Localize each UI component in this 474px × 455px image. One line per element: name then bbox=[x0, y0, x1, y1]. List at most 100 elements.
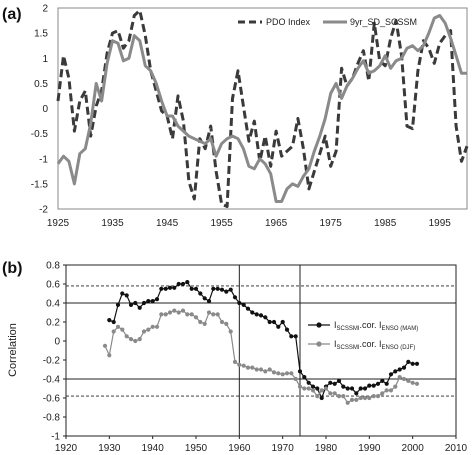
legend-djf-sub2: ENSO (DJF) bbox=[382, 345, 416, 351]
correlation-djf-point bbox=[323, 386, 329, 391]
correlation-djf-point bbox=[237, 362, 242, 367]
correlation-djf-point bbox=[219, 319, 225, 325]
correlation-mam-point bbox=[228, 287, 233, 292]
correlation-mam-point bbox=[410, 361, 415, 366]
correlation-djf-point bbox=[254, 367, 259, 372]
panel-b-y-tick-label: -0.6 bbox=[43, 394, 61, 405]
correlation-mam-point bbox=[250, 310, 255, 315]
correlation-mam-point bbox=[349, 386, 355, 391]
correlation-mam-point bbox=[306, 380, 311, 385]
correlation-djf-point bbox=[224, 321, 229, 326]
correlation-mam-point bbox=[328, 380, 333, 385]
correlation-mam-point bbox=[154, 297, 160, 302]
panel-b-y-tick-label: 0.4 bbox=[46, 299, 60, 310]
correlation-djf-point bbox=[102, 343, 108, 348]
panel-b-y-tick-label: -0.4 bbox=[43, 375, 61, 386]
correlation-mam-point bbox=[211, 286, 216, 291]
correlation-djf-point bbox=[202, 321, 207, 326]
legend-djf-i: I bbox=[334, 339, 337, 349]
panel-b-y-tick-label: 0.6 bbox=[46, 280, 60, 291]
correlation-mam-point bbox=[120, 291, 125, 296]
panel-a-y-tick-label: 0 bbox=[42, 104, 48, 115]
panel-b: (b) Correlation -1 -0.8 -0.6 -0.4 -0.2 0 0.2 0.… bbox=[2, 260, 468, 454]
correlation-mam-point bbox=[206, 299, 212, 304]
panel-b-y-ticks: -1 -0.8 -0.6 -0.4 -0.2 0 0.2 0.4 0.6 0.8 bbox=[43, 261, 66, 443]
panel-a-y-tick-label: -0.5 bbox=[31, 129, 49, 140]
panel-a-x-tick-label: 1995 bbox=[429, 218, 452, 229]
panel-b-series bbox=[102, 280, 420, 405]
correlation-djf-point bbox=[362, 395, 368, 401]
correlation-djf-point bbox=[258, 367, 264, 372]
correlation-mam-point bbox=[115, 302, 121, 307]
correlation-mam-point bbox=[241, 302, 246, 307]
correlation-mam-point bbox=[384, 381, 389, 386]
panel-b-y-tick-label: -0.8 bbox=[43, 413, 61, 424]
correlation-mam-point bbox=[388, 372, 394, 377]
correlation-djf-point bbox=[146, 327, 151, 332]
correlation-mam-point bbox=[302, 375, 307, 380]
panel-b-y-tick-label: -1 bbox=[51, 432, 60, 443]
panel-b-x-tick-label: 1960 bbox=[228, 443, 251, 454]
correlation-djf-point bbox=[293, 376, 298, 382]
correlation-djf-point bbox=[228, 329, 233, 334]
correlation-djf-point bbox=[410, 380, 415, 385]
panel-b-x-tick-label: 1930 bbox=[98, 443, 121, 454]
panel-a-y-tick-label: 2 bbox=[42, 4, 48, 15]
correlation-djf-point bbox=[115, 324, 121, 329]
correlation-mam-point bbox=[215, 286, 220, 291]
correlation-djf-point bbox=[397, 375, 402, 380]
panel-a-y-tick-label: 0.5 bbox=[34, 79, 48, 90]
correlation-djf-point bbox=[289, 371, 294, 376]
pdo-index-line bbox=[56, 9, 469, 208]
panel-b-plot-frame bbox=[65, 264, 457, 437]
correlation-djf-point bbox=[193, 315, 199, 320]
correlation-mam-point bbox=[172, 285, 177, 290]
correlation-mam-point bbox=[150, 299, 155, 304]
panel-a-plot-frame bbox=[57, 7, 468, 210]
correlation-djf-point bbox=[150, 324, 155, 329]
correlation-djf-point bbox=[180, 308, 186, 313]
panel-b-x-tick-label: 1950 bbox=[185, 443, 208, 454]
correlation-mam-point bbox=[237, 300, 242, 306]
correlation-djf-point bbox=[172, 308, 177, 313]
correlation-djf-point bbox=[393, 384, 398, 389]
correlation-mam-point bbox=[224, 289, 229, 294]
correlation-mam-point bbox=[146, 299, 151, 304]
correlation-mam-point bbox=[358, 386, 363, 391]
correlation-mam-point bbox=[332, 381, 337, 386]
correlation-djf-point bbox=[367, 395, 372, 401]
panel-a-x-tick-label: 1945 bbox=[156, 218, 179, 229]
correlation-mam-point bbox=[401, 365, 407, 370]
correlation-djf-point bbox=[128, 337, 134, 342]
correlation-mam-point bbox=[107, 318, 112, 323]
panel-b-x-tick-label: 2010 bbox=[445, 443, 468, 454]
panel-a-series bbox=[56, 9, 469, 208]
panel-a-x-tick-label: 1975 bbox=[320, 218, 343, 229]
panel-a-y-tick-label: 1.5 bbox=[34, 29, 48, 40]
correlation-djf-point bbox=[141, 329, 147, 334]
panel-a-legend: PDO Index 9yr_SD_SCSSM bbox=[238, 17, 417, 27]
correlation-mam-point bbox=[371, 383, 376, 388]
correlation-mam-point bbox=[375, 381, 381, 386]
correlation-mam-point bbox=[137, 305, 142, 310]
legend-mam-mid: .cor. I bbox=[360, 320, 382, 330]
correlation-mam-point bbox=[219, 287, 225, 292]
correlation-mam-point bbox=[345, 386, 350, 391]
correlation-mam-point bbox=[163, 286, 168, 291]
correlation-djf-point bbox=[414, 381, 420, 386]
panel-b-x-tick-label: 1980 bbox=[315, 443, 338, 454]
correlation-mam-point bbox=[297, 369, 303, 374]
correlation-mam-point bbox=[406, 359, 411, 364]
correlation-djf-point bbox=[232, 359, 238, 364]
correlation-mam-point bbox=[315, 386, 320, 391]
panel-a-y-ticks: -2 -1.5 -1 -0.5 0 0.5 1 1.5 2 bbox=[31, 4, 49, 216]
correlation-djf-point bbox=[401, 376, 407, 382]
correlation-djf-point bbox=[315, 394, 320, 399]
correlation-mam-point bbox=[263, 315, 268, 320]
correlation-djf-point bbox=[375, 394, 381, 399]
panel-b-y-axis-label: Correlation bbox=[7, 323, 19, 377]
correlation-mam-point bbox=[189, 286, 194, 291]
legend-mam-sub1: SCSSMI bbox=[337, 326, 360, 332]
correlation-mam-point bbox=[414, 361, 420, 366]
correlation-djf-point bbox=[284, 371, 290, 376]
